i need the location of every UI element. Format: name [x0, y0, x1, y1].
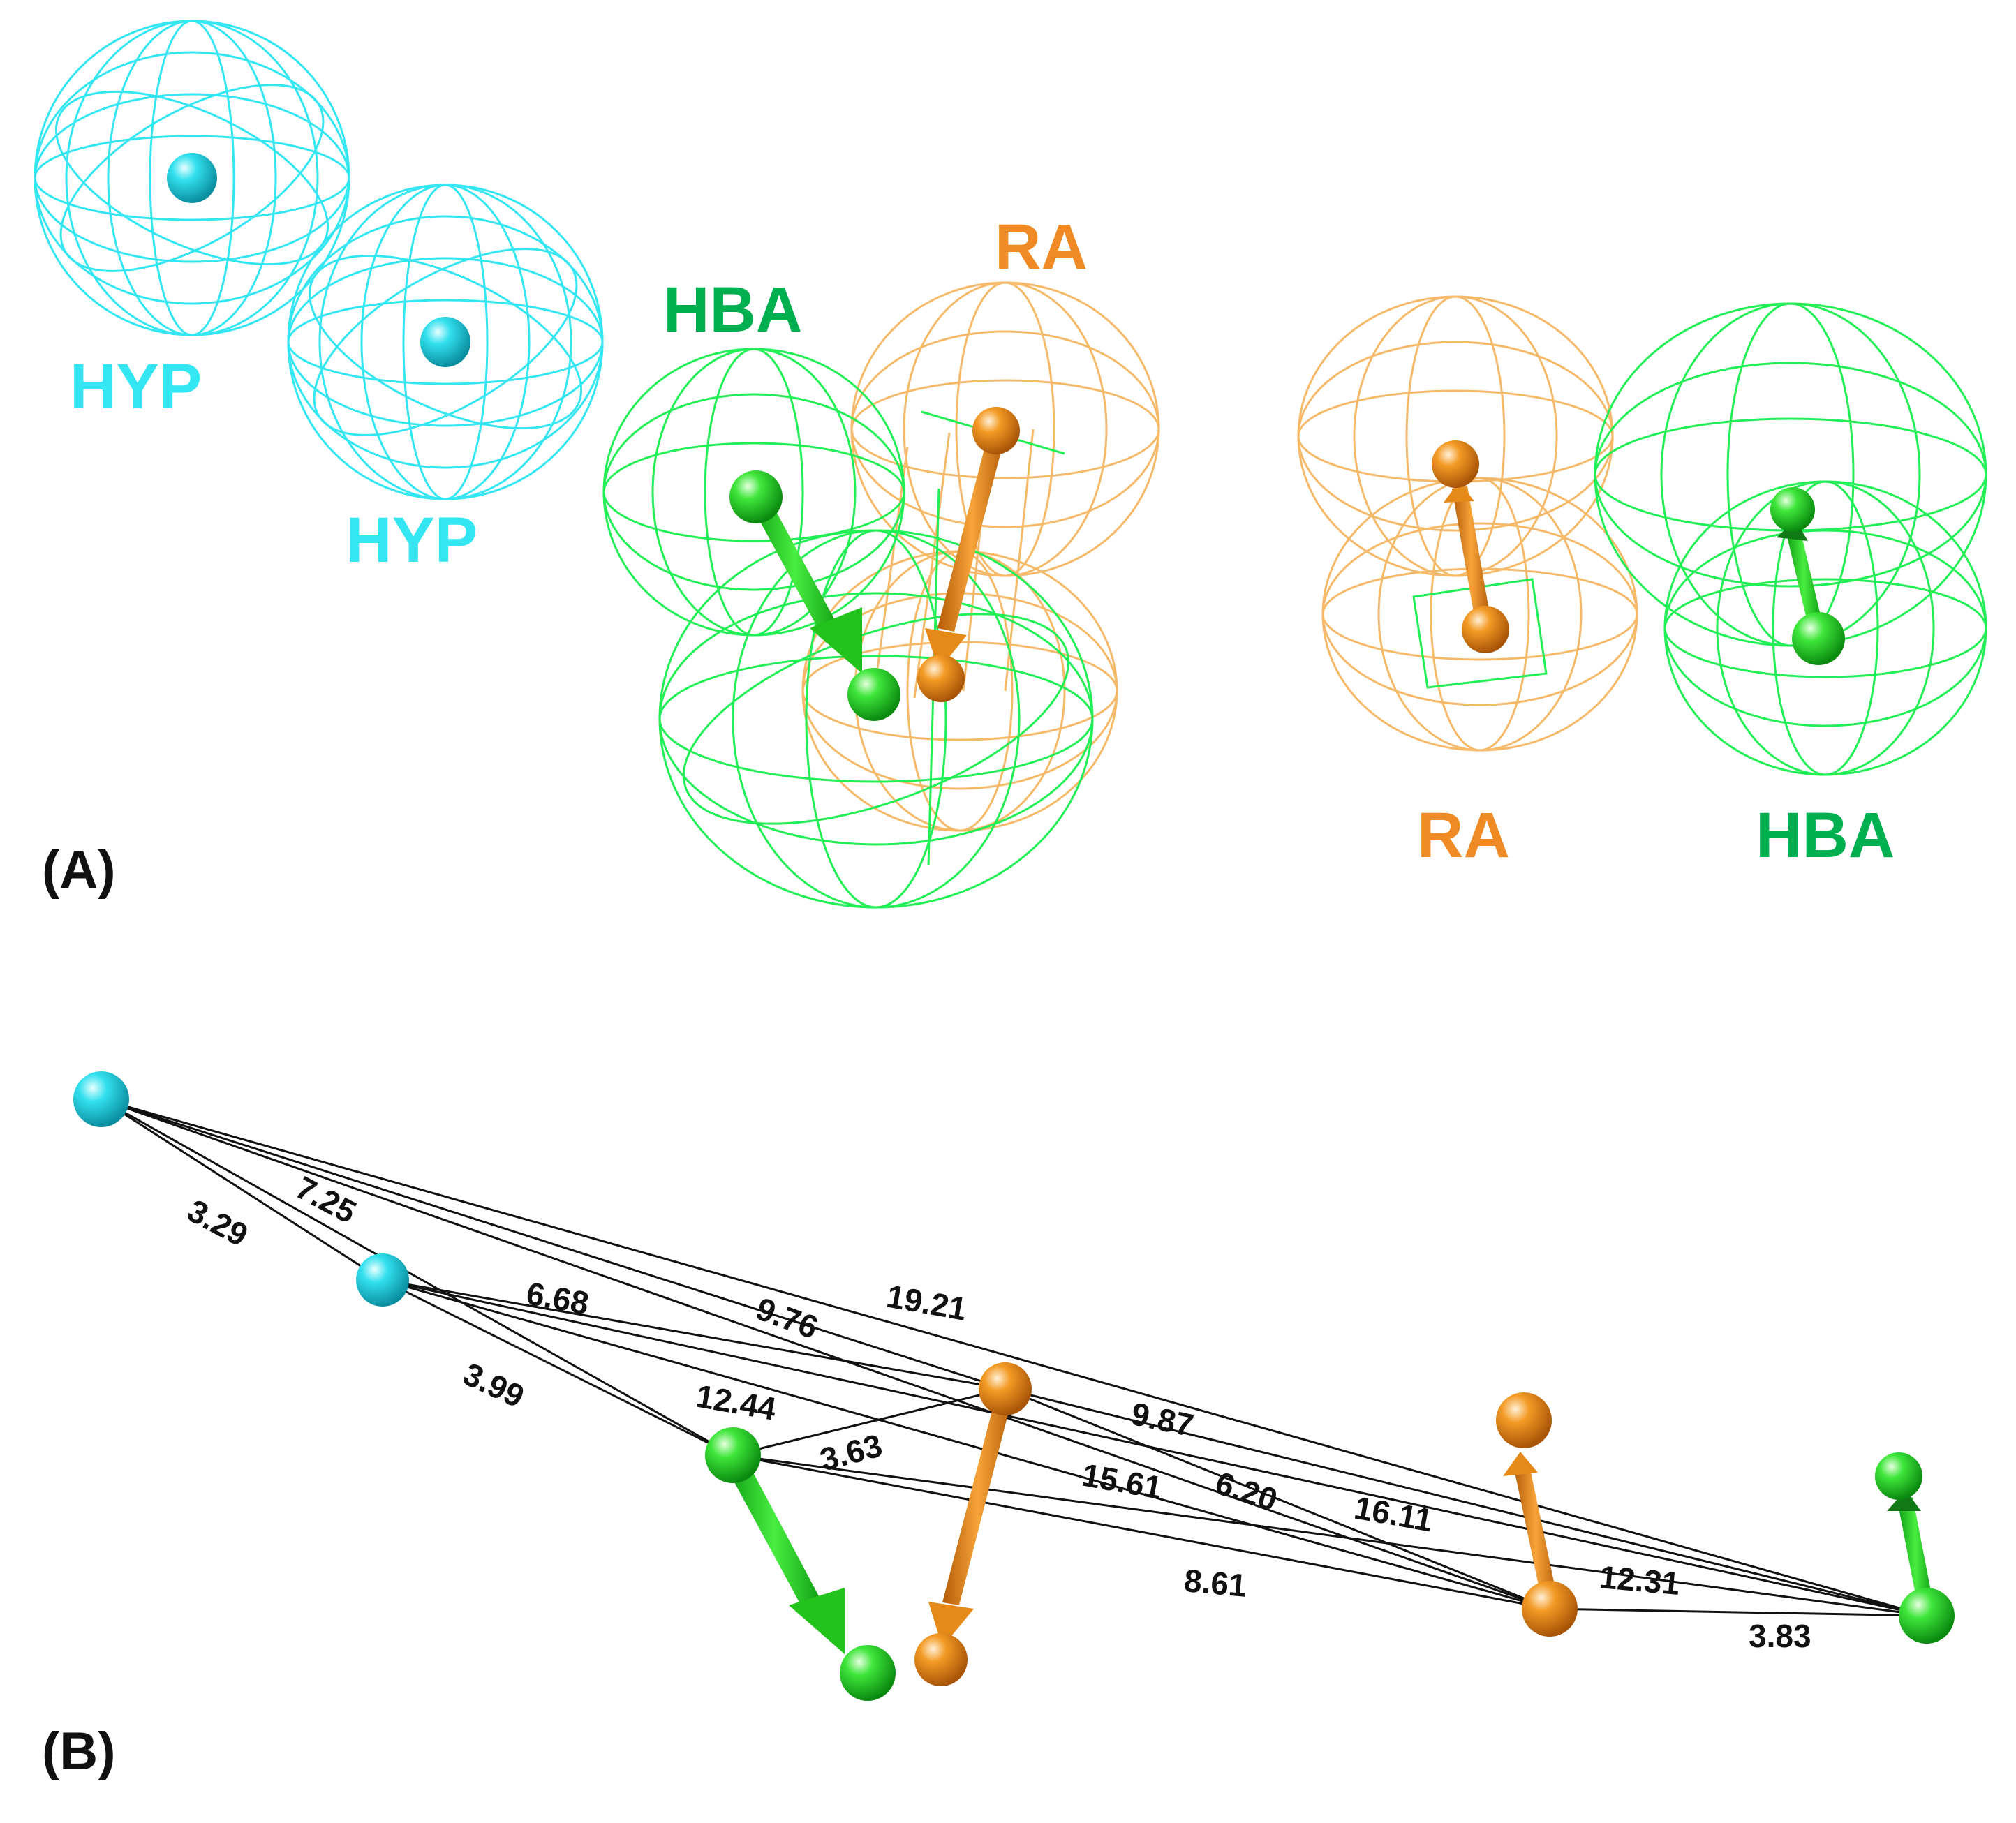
dist-label: 3.63: [816, 1427, 886, 1478]
hba-label-left: HBA: [663, 274, 802, 345]
dist-label: 12.31: [1598, 1558, 1681, 1602]
ra-vector-b-left: [914, 1362, 1032, 1686]
hba-mesh-right: [1594, 302, 1987, 776]
ra-vector-b-right: [1496, 1392, 1578, 1637]
dist-label: 9.87: [1128, 1395, 1196, 1443]
hyp-point-1: [73, 1071, 129, 1127]
hba-vector-b-right: [1875, 1452, 1955, 1644]
distance-lines: [101, 1098, 1927, 1617]
dist-label: 12.44: [693, 1378, 779, 1427]
panel-b-label: (B): [42, 1722, 116, 1781]
dist-label: 3.29: [181, 1192, 253, 1253]
hba-vector-b-left: [705, 1427, 896, 1701]
ra-mesh-right: [1297, 295, 1638, 752]
hba-mesh-left: [602, 348, 1094, 909]
hyp-label-2: HYP: [346, 505, 477, 576]
hyp-center-2: [420, 317, 470, 367]
dist-label: 16.11: [1351, 1489, 1435, 1539]
dist-label: 9.76: [752, 1290, 823, 1346]
ra-label-right: RA: [1417, 800, 1510, 871]
hba-label-right: HBA: [1756, 800, 1895, 871]
ra-mesh-left: [801, 281, 1160, 832]
dist-label: 3.99: [458, 1355, 530, 1415]
hba-vector-right: [1770, 487, 1845, 665]
ra-label-left: RA: [995, 211, 1088, 283]
hba-vector-left: [729, 470, 900, 721]
dist-label: 3.83: [1749, 1618, 1811, 1654]
hyp-label-1: HYP: [70, 351, 202, 422]
hyp-point-2: [356, 1253, 409, 1307]
ra-vector-left: [917, 407, 1020, 702]
dist-label: 19.21: [884, 1278, 969, 1327]
hyp-center-1: [167, 153, 217, 203]
panel-a-label: (A): [42, 840, 116, 900]
panel-b: 3.29 7.25 6.68 9.76 19.21 3.99 12.44 3.6…: [42, 1071, 1955, 1781]
dist-label: 6.68: [524, 1275, 591, 1322]
hyp-mesh-2: [287, 184, 604, 500]
dist-label: 15.61: [1079, 1457, 1164, 1506]
ra-vector-right: [1432, 440, 1509, 653]
ra-plane-right: [1412, 578, 1548, 689]
panel-a: HYP HYP: [34, 20, 1987, 909]
dist-label: 8.61: [1183, 1562, 1248, 1604]
